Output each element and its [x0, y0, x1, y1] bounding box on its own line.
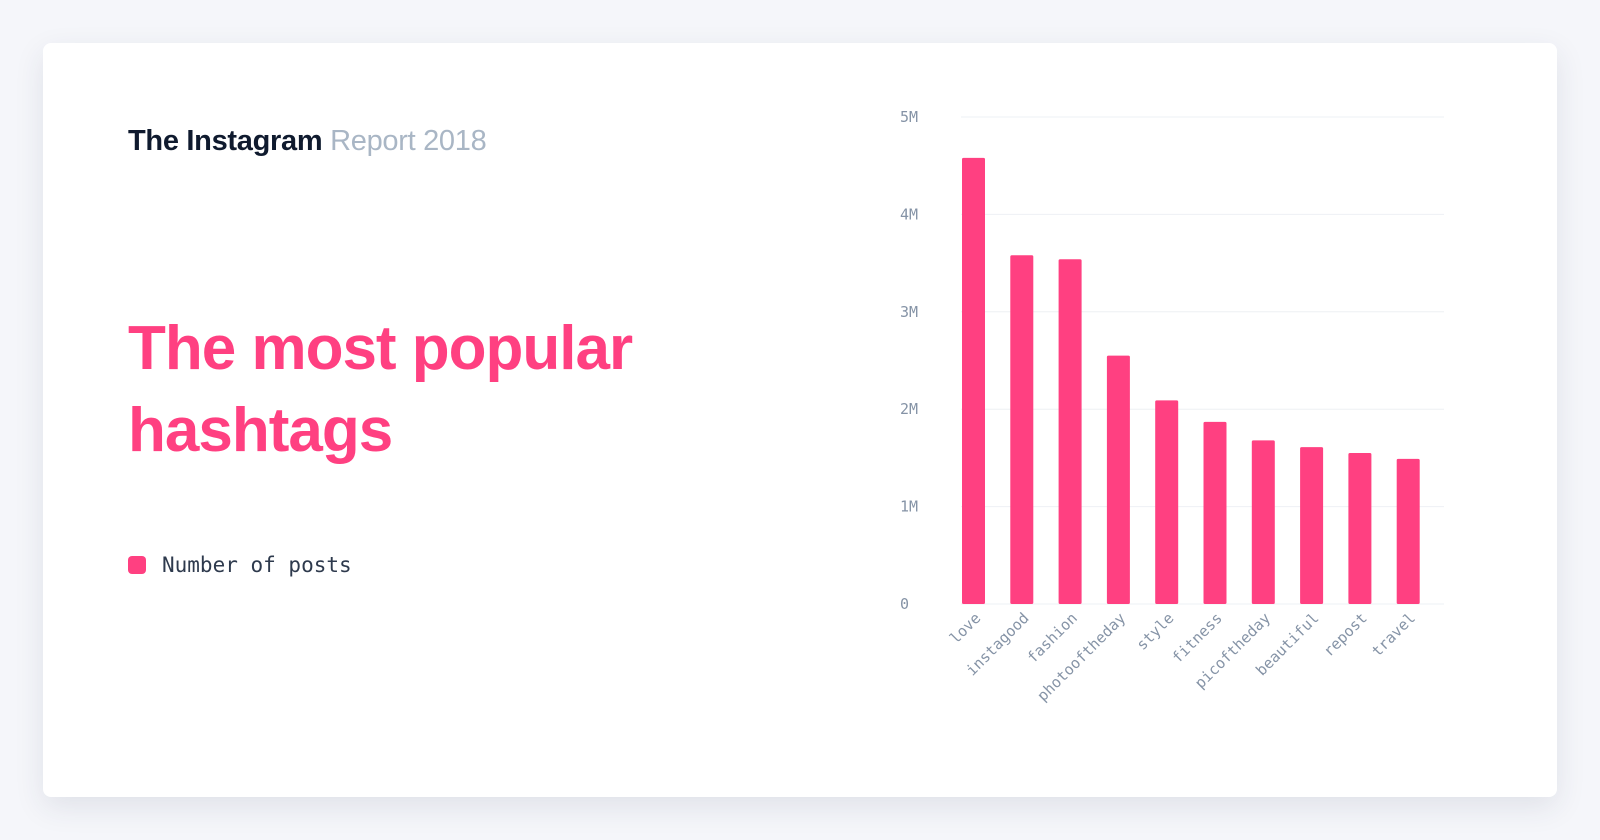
x-tick-label: repost — [1320, 609, 1371, 660]
y-tick-label: 2M — [900, 400, 918, 418]
y-axis-ticks: 0 1M 2M 3M 4M 5M — [900, 108, 918, 613]
x-tick-label: travel — [1368, 609, 1419, 660]
bar-travel — [1396, 458, 1420, 604]
bar-chart: 0 1M 2M 3M 4M 5M loveinstagoodfashionphotooft… — [900, 108, 1444, 705]
legend-label: Number of posts — [162, 553, 352, 577]
bars — [962, 157, 1420, 605]
legend-swatch — [128, 556, 146, 574]
report-card: The Instagram Report 2018 The most popul… — [43, 43, 1557, 797]
report-subtitle: Report 2018 — [330, 125, 487, 157]
y-tick-label: 1M — [900, 498, 918, 516]
y-tick-label: 0 — [900, 595, 909, 613]
x-tick-label: photooftheday — [1033, 609, 1129, 705]
y-tick-label: 5M — [900, 108, 918, 126]
bar-fitness — [1203, 421, 1227, 604]
bar-photooftheday — [1106, 355, 1130, 604]
x-tick-label: love — [946, 609, 984, 647]
bar-style — [1155, 400, 1179, 604]
bar-instagood — [1010, 255, 1034, 605]
report-brand: The Instagram — [128, 125, 323, 157]
bar-love — [962, 157, 985, 604]
y-tick-label: 3M — [900, 303, 918, 321]
report-title: The Instagram Report 2018 — [128, 125, 487, 158]
grid-lines — [961, 116, 1444, 605]
chart-legend: Number of posts — [128, 553, 352, 577]
y-tick-label: 4M — [900, 205, 918, 223]
bar-fashion — [1058, 259, 1082, 604]
chart-headline: The most popular hashtags — [128, 314, 633, 465]
bar-beautiful — [1300, 447, 1324, 604]
bar-picoftheday — [1251, 440, 1275, 604]
x-tick-label: style — [1133, 609, 1178, 654]
bar-repost — [1348, 453, 1372, 604]
